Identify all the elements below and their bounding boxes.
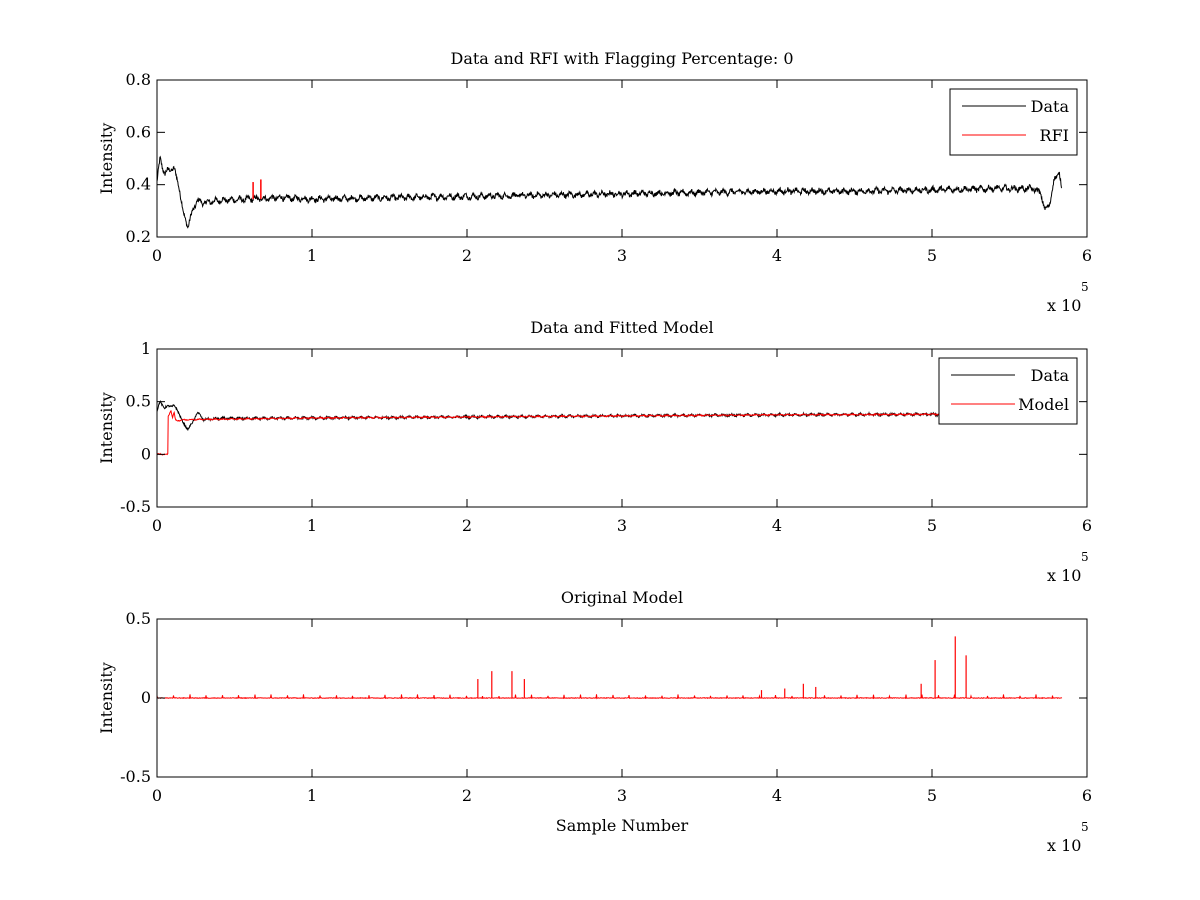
- chart-title: Original Model: [561, 588, 683, 607]
- x-tick-label: 4: [772, 246, 782, 265]
- x-axis-label: Sample Number: [556, 816, 689, 835]
- x-tick-label: 3: [617, 516, 627, 535]
- y-tick-label: 0: [141, 444, 151, 463]
- series-model-line: [157, 410, 940, 456]
- chart-title: Data and RFI with Flagging Percentage: 0: [450, 49, 793, 68]
- x-tick-label: 6: [1082, 786, 1092, 805]
- x-tick-label: 4: [772, 516, 782, 535]
- x-tick-label: 0: [152, 246, 162, 265]
- x-tick-label: 2: [462, 246, 472, 265]
- x-multiplier-label: x 10: [1047, 836, 1081, 855]
- y-tick-label: -0.5: [120, 767, 151, 786]
- x-multiplier-exponent: 5: [1081, 280, 1089, 294]
- y-tick-label: 0.5: [126, 392, 151, 411]
- chart-title: Data and Fitted Model: [530, 318, 713, 337]
- y-tick-label: 0.5: [126, 609, 151, 628]
- y-axis-label: Intensity: [97, 123, 116, 195]
- plot-area: [157, 399, 940, 456]
- x-tick-label: 3: [617, 246, 627, 265]
- y-tick-label: -0.5: [120, 497, 151, 516]
- y-tick-label: 0: [141, 688, 151, 707]
- x-tick-label: 1: [307, 516, 317, 535]
- x-tick-label: 5: [927, 516, 937, 535]
- x-multiplier-label: x 10: [1047, 296, 1081, 315]
- y-tick-label: 0.6: [126, 122, 151, 141]
- legend-box: [949, 88, 1078, 156]
- axes-box: [156, 79, 1088, 238]
- y-tick-label: 0.2: [126, 227, 151, 246]
- x-multiplier-label: x 10: [1047, 566, 1081, 585]
- legend-label-rfi: RFI: [1040, 126, 1069, 145]
- x-tick-label: 0: [152, 786, 162, 805]
- x-tick-label: 5: [927, 786, 937, 805]
- y-tick-label: 1: [141, 339, 151, 358]
- x-tick-label: 3: [617, 786, 627, 805]
- x-tick-label: 2: [462, 516, 472, 535]
- x-multiplier-exponent: 5: [1081, 820, 1089, 834]
- x-tick-label: 1: [307, 246, 317, 265]
- x-multiplier-exponent: 5: [1081, 550, 1089, 564]
- plot-area: [157, 155, 1063, 229]
- series-data-line: [157, 155, 1063, 229]
- x-tick-label: 2: [462, 786, 472, 805]
- subplot-1: Data and RFI with Flagging Percentage: 0…: [97, 49, 1092, 315]
- y-tick-label: 0.8: [126, 70, 151, 89]
- x-tick-label: 6: [1082, 516, 1092, 535]
- legend-label-model: Model: [1018, 395, 1069, 414]
- y-axis-label: Intensity: [97, 392, 116, 464]
- subplot-2: Data and Fitted Model Intensity 0 1 2 3 4 5 6 -0.…: [97, 318, 1092, 585]
- x-tick-label: 1: [307, 786, 317, 805]
- subplot-3: Original Model Intensity Sample Number 0 1 2 3…: [97, 588, 1092, 855]
- legend: Data RFI: [949, 88, 1078, 156]
- x-tick-label: 5: [927, 246, 937, 265]
- legend: Data Model: [938, 357, 1078, 425]
- y-axis-label: Intensity: [97, 662, 116, 734]
- legend-label-data: Data: [1031, 97, 1070, 116]
- x-tick-label: 6: [1082, 246, 1092, 265]
- x-tick-label: 0: [152, 516, 162, 535]
- legend-label-data: Data: [1031, 366, 1070, 385]
- x-tick-label: 4: [772, 786, 782, 805]
- plot-area: [157, 636, 1063, 700]
- legend-box: [938, 357, 1078, 425]
- y-tick-label: 0.4: [126, 175, 151, 194]
- model-baseline: [157, 694, 1063, 700]
